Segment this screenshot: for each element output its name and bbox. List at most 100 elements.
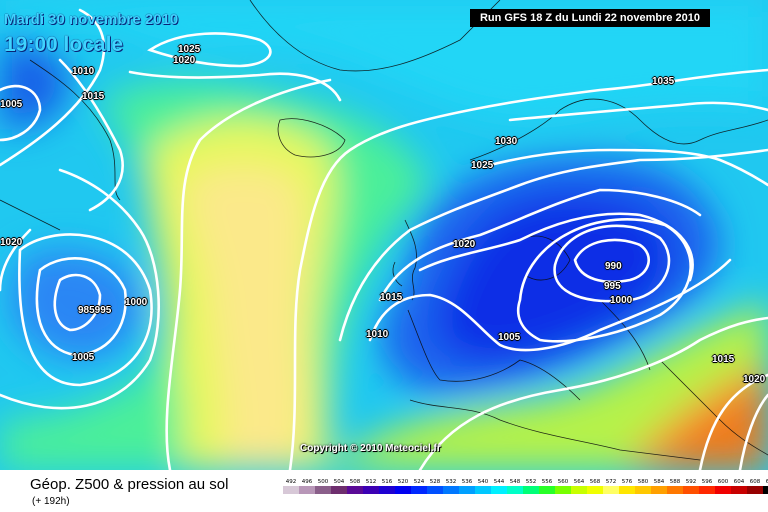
scale-value: 576 bbox=[621, 479, 633, 485]
isobar-label: 1015 bbox=[82, 91, 105, 102]
scale-value: 520 bbox=[397, 479, 409, 485]
scale-swatch bbox=[299, 486, 315, 494]
scale-value: 592 bbox=[685, 479, 697, 485]
scale-value: 524 bbox=[413, 479, 425, 485]
scale-value: 572 bbox=[605, 479, 617, 485]
scale-value: 516 bbox=[381, 479, 393, 485]
forecast-date: Mardi 30 novembre 2010 bbox=[4, 11, 179, 28]
map-title: Géop. Z500 & pression au sol bbox=[30, 476, 229, 493]
isobars bbox=[0, 8, 768, 470]
scale-swatch bbox=[539, 486, 555, 494]
scale-step: 604 bbox=[731, 478, 747, 494]
coastlines bbox=[0, 0, 768, 461]
scale-value: 496 bbox=[301, 479, 313, 485]
scale-step: 580 bbox=[635, 478, 651, 494]
scale-swatch bbox=[459, 486, 475, 494]
scale-step: 556 bbox=[539, 478, 555, 494]
isobar-label: 1030 bbox=[495, 136, 518, 147]
scale-swatch bbox=[315, 486, 331, 494]
scale-swatch bbox=[731, 486, 747, 494]
scale-step: 520 bbox=[395, 478, 411, 494]
scale-step: 508 bbox=[347, 478, 363, 494]
isobar-label: 1020 bbox=[743, 374, 766, 385]
scale-swatch bbox=[603, 486, 619, 494]
isobar-label: 1015 bbox=[712, 354, 735, 365]
scale-step: 540 bbox=[475, 478, 491, 494]
forecast-range: (+ 192h) bbox=[32, 496, 70, 507]
isobar-label: 1005 bbox=[0, 99, 23, 110]
scale-swatch bbox=[507, 486, 523, 494]
scale-swatch bbox=[715, 486, 731, 494]
scale-step: 552 bbox=[523, 478, 539, 494]
scale-value: 560 bbox=[557, 479, 569, 485]
scale-swatch bbox=[363, 486, 379, 494]
scale-swatch bbox=[635, 486, 651, 494]
scale-value: 596 bbox=[701, 479, 713, 485]
isobar-label: 995 bbox=[604, 281, 621, 292]
scale-value: 540 bbox=[477, 479, 489, 485]
scale-step: 576 bbox=[619, 478, 635, 494]
isobar-label: 1010 bbox=[366, 329, 389, 340]
scale-step: 492 bbox=[283, 478, 299, 494]
scale-value: 544 bbox=[493, 479, 505, 485]
scale-step: 588 bbox=[667, 478, 683, 494]
scale-value: 512 bbox=[365, 479, 377, 485]
scale-step: 500 bbox=[315, 478, 331, 494]
scale-step: 504 bbox=[331, 478, 347, 494]
scale-step: 572 bbox=[603, 478, 619, 494]
isobar-label: 990 bbox=[605, 261, 622, 272]
scale-value: 564 bbox=[573, 479, 585, 485]
scale-value: 588 bbox=[669, 479, 681, 485]
scale-step: 536 bbox=[459, 478, 475, 494]
isobar-label: 1005 bbox=[498, 332, 521, 343]
isobar-label: 1020 bbox=[0, 237, 23, 248]
copyright-notice: Copyright © 2010 Meteociel.fr bbox=[300, 443, 441, 454]
scale-value: 552 bbox=[525, 479, 537, 485]
weather-map bbox=[0, 0, 768, 470]
isobar-label: 1025 bbox=[471, 160, 494, 171]
scale-swatch bbox=[523, 486, 539, 494]
scale-swatch bbox=[283, 486, 299, 494]
scale-swatch bbox=[747, 486, 763, 494]
scale-value: 532 bbox=[445, 479, 457, 485]
isobar-label: 1015 bbox=[380, 292, 403, 303]
scale-step: 564 bbox=[571, 478, 587, 494]
scale-step: 512 bbox=[363, 478, 379, 494]
forecast-time: 19:00 locale bbox=[4, 33, 124, 56]
scale-swatch bbox=[619, 486, 635, 494]
isobar-label: 1010 bbox=[72, 66, 95, 77]
scale-swatch bbox=[379, 486, 395, 494]
scale-value: 492 bbox=[285, 479, 297, 485]
scale-swatch bbox=[475, 486, 491, 494]
scale-swatch bbox=[667, 486, 683, 494]
scale-value: 556 bbox=[541, 479, 553, 485]
scale-step: 524 bbox=[411, 478, 427, 494]
scale-value: 536 bbox=[461, 479, 473, 485]
isobar-label: 1005 bbox=[72, 352, 95, 363]
isobar-label: 1020 bbox=[173, 55, 196, 66]
isobar-label: 1000 bbox=[125, 297, 148, 308]
scale-step: 548 bbox=[507, 478, 523, 494]
color-scale: 492 496 500 504 508 512 516 520 524 528 532 536 540 5… bbox=[283, 478, 768, 494]
scale-step: 612 bbox=[763, 478, 768, 494]
scale-step: 596 bbox=[699, 478, 715, 494]
scale-swatch bbox=[763, 486, 768, 494]
scale-step: 528 bbox=[427, 478, 443, 494]
scale-swatch bbox=[587, 486, 603, 494]
isobar-label: 1025 bbox=[178, 44, 201, 55]
scale-swatch bbox=[347, 486, 363, 494]
scale-step: 532 bbox=[443, 478, 459, 494]
scale-value: 500 bbox=[317, 479, 329, 485]
scale-step: 560 bbox=[555, 478, 571, 494]
scale-step: 496 bbox=[299, 478, 315, 494]
scale-step: 608 bbox=[747, 478, 763, 494]
scale-step: 584 bbox=[651, 478, 667, 494]
model-run-banner: Run GFS 18 Z du Lundi 22 novembre 2010 bbox=[470, 9, 710, 27]
scale-value: 600 bbox=[717, 479, 729, 485]
isobar-label: 1000 bbox=[610, 295, 633, 306]
scale-step: 592 bbox=[683, 478, 699, 494]
scale-value: 508 bbox=[349, 479, 361, 485]
scale-swatch bbox=[427, 486, 443, 494]
scale-value: 548 bbox=[509, 479, 521, 485]
scale-step: 544 bbox=[491, 478, 507, 494]
